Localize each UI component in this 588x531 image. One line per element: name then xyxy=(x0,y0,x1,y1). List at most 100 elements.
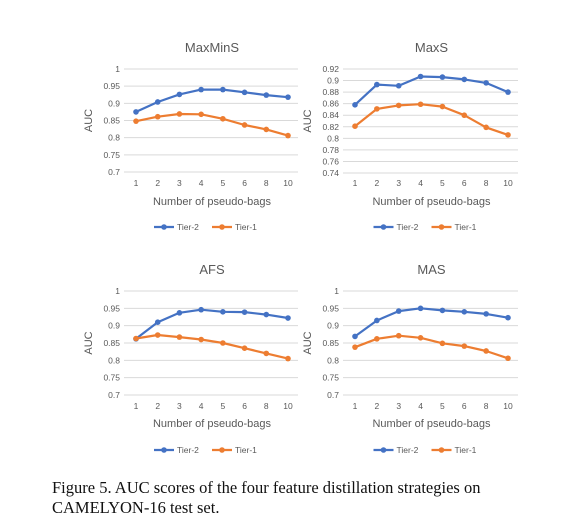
x-axis-label: Number of pseudo-bags xyxy=(153,418,272,430)
y-tick-label: 0.88 xyxy=(322,87,339,97)
x-tick-label: 4 xyxy=(199,401,204,411)
x-tick-label: 4 xyxy=(418,178,423,188)
data-point-tier-1 xyxy=(505,355,511,362)
x-axis-label: Number of pseudo-bags xyxy=(372,196,491,208)
legend-label-tier-2: Tier-2 xyxy=(177,445,199,455)
data-point-tier-2 xyxy=(483,311,489,317)
legend-label-tier-2: Tier-2 xyxy=(397,222,419,232)
figure-caption: Figure 5. AUC scores of the four feature… xyxy=(52,478,481,517)
data-point-tier-1 xyxy=(241,122,248,128)
x-axis-label: Number of pseudo-bags xyxy=(372,418,491,430)
x-tick-label: 6 xyxy=(462,178,467,188)
y-tick-label: 0.7 xyxy=(108,390,120,400)
y-tick-label: 1 xyxy=(334,286,339,296)
x-tick-label: 6 xyxy=(242,178,247,188)
x-tick-label: 10 xyxy=(283,401,293,411)
data-point-tier-1 xyxy=(417,101,424,108)
y-tick-label: 0.92 xyxy=(322,64,339,74)
data-point-tier-1 xyxy=(154,113,161,120)
data-point-tier-1 xyxy=(176,111,183,117)
x-tick-label: 8 xyxy=(484,401,489,411)
data-point-tier-1 xyxy=(133,118,139,124)
data-point-tier-2 xyxy=(352,102,358,108)
x-tick-label: 1 xyxy=(353,178,358,188)
data-point-tier-1 xyxy=(395,102,402,109)
y-tick-label: 0.95 xyxy=(103,303,120,313)
data-point-tier-2 xyxy=(439,74,446,80)
series-line-tier-1 xyxy=(135,112,289,137)
data-point-tier-1 xyxy=(483,348,489,354)
y-tick-label: 0.75 xyxy=(322,373,339,383)
y-tick-label: 0.9 xyxy=(108,321,120,331)
y-tick-label: 0.8 xyxy=(108,355,120,365)
legend-marker-tier-1 xyxy=(219,224,225,230)
data-point-tier-1 xyxy=(285,355,291,362)
data-point-tier-1 xyxy=(154,332,161,338)
data-point-tier-1 xyxy=(395,332,402,339)
data-point-tier-2 xyxy=(263,92,270,98)
x-tick-label: 4 xyxy=(199,178,204,188)
data-point-tier-1 xyxy=(285,132,291,139)
x-tick-label: 10 xyxy=(503,401,513,411)
data-point-tier-1 xyxy=(352,123,358,129)
data-point-tier-1 xyxy=(505,132,511,138)
data-point-tier-1 xyxy=(220,115,226,122)
series-line-tier-1 xyxy=(354,103,509,136)
x-tick-label: 5 xyxy=(440,401,445,411)
x-tick-label: 3 xyxy=(177,401,182,411)
data-point-tier-1 xyxy=(461,112,468,119)
legend-marker-tier-1 xyxy=(438,447,445,453)
legend-label-tier-2: Tier-2 xyxy=(397,445,419,455)
x-tick-label: 8 xyxy=(484,178,489,188)
data-point-tier-2 xyxy=(352,333,358,340)
legend-marker-tier-2 xyxy=(380,224,387,230)
data-point-tier-2 xyxy=(505,89,511,95)
legend-marker-tier-1 xyxy=(219,447,225,453)
x-tick-label: 6 xyxy=(242,401,247,411)
x-tick-label: 10 xyxy=(283,178,293,188)
legend-label-tier-1: Tier-1 xyxy=(235,445,257,455)
legend-label-tier-1: Tier-1 xyxy=(455,445,477,455)
data-point-tier-1 xyxy=(133,335,139,342)
data-point-tier-1 xyxy=(176,334,183,340)
x-tick-label: 10 xyxy=(503,178,513,188)
data-point-tier-1 xyxy=(352,344,358,350)
y-tick-label: 0.95 xyxy=(322,303,339,313)
y-tick-label: 1 xyxy=(115,64,120,74)
x-tick-label: 1 xyxy=(134,401,139,411)
x-axis-label: Number of pseudo-bags xyxy=(153,196,272,208)
x-tick-label: 3 xyxy=(396,401,401,411)
data-point-tier-2 xyxy=(198,86,204,93)
data-point-tier-1 xyxy=(417,335,424,341)
data-point-tier-2 xyxy=(263,311,270,318)
data-point-tier-1 xyxy=(198,336,204,343)
y-tick-label: 0.75 xyxy=(103,150,120,160)
chart-title: MaxMinS xyxy=(185,40,240,55)
x-tick-label: 1 xyxy=(353,401,358,411)
data-point-tier-2 xyxy=(374,81,380,88)
x-tick-label: 2 xyxy=(155,178,160,188)
data-point-tier-1 xyxy=(263,350,270,357)
series-line-tier-1 xyxy=(135,333,289,360)
x-tick-label: 5 xyxy=(440,178,445,188)
legend-label-tier-1: Tier-1 xyxy=(455,222,477,232)
data-point-tier-2 xyxy=(241,309,248,315)
y-tick-label: 0.8 xyxy=(108,133,120,143)
y-tick-label: 0.8 xyxy=(327,355,339,365)
x-tick-label: 8 xyxy=(264,401,269,411)
x-tick-label: 6 xyxy=(462,401,467,411)
x-tick-label: 2 xyxy=(374,178,379,188)
data-point-tier-2 xyxy=(483,80,489,86)
x-tick-label: 4 xyxy=(418,401,423,411)
x-tick-label: 1 xyxy=(134,178,139,188)
data-point-tier-2 xyxy=(176,91,183,98)
data-point-tier-2 xyxy=(220,309,226,315)
x-tick-label: 2 xyxy=(374,401,379,411)
data-point-tier-1 xyxy=(374,336,380,342)
data-point-tier-1 xyxy=(220,340,226,346)
data-point-tier-2 xyxy=(154,99,161,105)
x-tick-label: 8 xyxy=(264,178,269,188)
legend-marker-tier-2 xyxy=(161,447,167,453)
legend-marker-tier-2 xyxy=(380,447,387,453)
